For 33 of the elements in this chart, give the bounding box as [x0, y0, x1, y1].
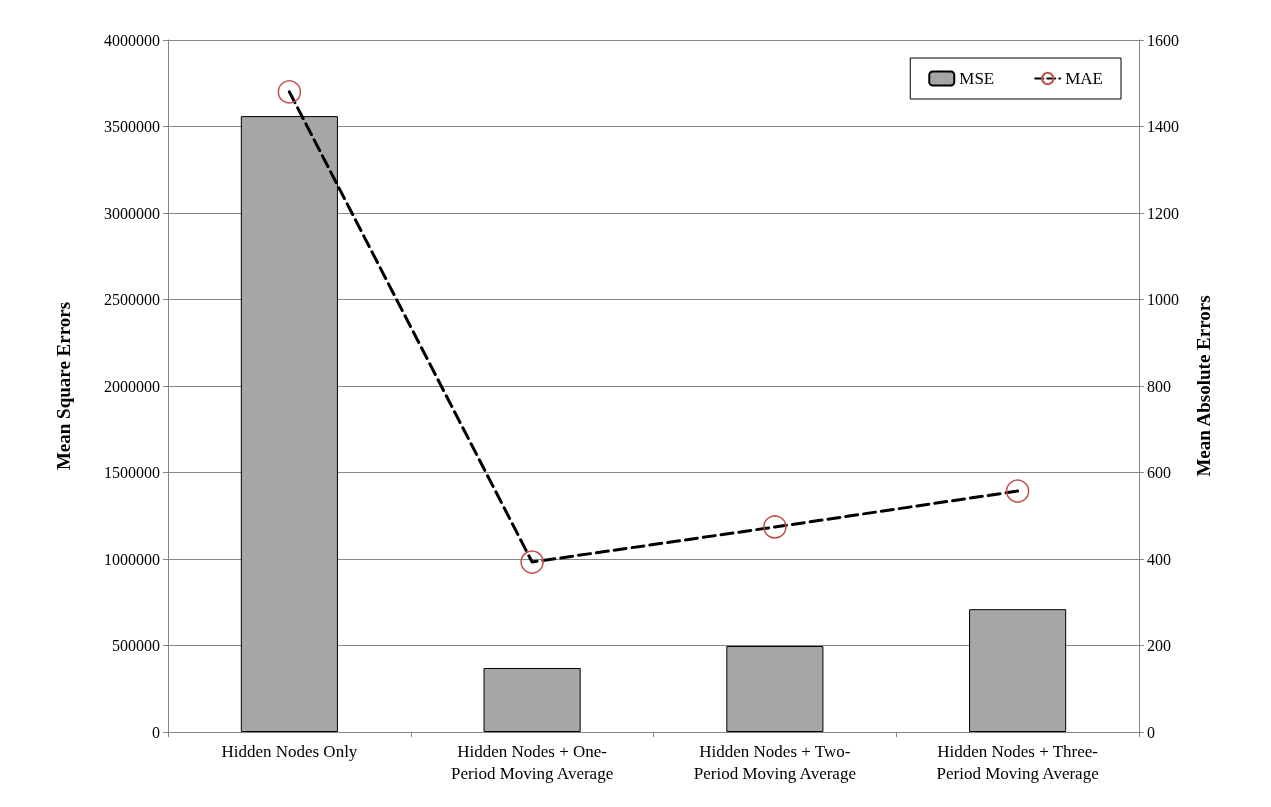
y-tick-label: 3500000 — [104, 118, 160, 135]
x-tick-label: Hidden Nodes + Three- Period Moving Average — [936, 741, 1099, 783]
bar — [726, 646, 824, 732]
y-tick-label: 2000000 — [104, 377, 160, 395]
point — [520, 550, 544, 574]
point — [277, 80, 302, 104]
y-axis-title: Mean Square Errors — [53, 301, 74, 471]
point — [763, 515, 787, 539]
y2-tick-label: 1000 — [1147, 291, 1179, 308]
y-tick-label: 0 — [152, 723, 160, 741]
bar — [483, 667, 581, 732]
y2-tick-label: 0 — [1147, 723, 1155, 741]
x-tick-label: Hidden Nodes + Two- Period Moving Average — [693, 741, 856, 783]
y2-tick-label: 200 — [1147, 637, 1171, 654]
y-tick-label: 4000000 — [104, 31, 160, 49]
y2-axis-title: Mean Absolute Errors — [1193, 295, 1214, 477]
point — [1005, 479, 1030, 503]
y2-tick-label: 800 — [1147, 377, 1171, 395]
legend-label: MSE — [959, 69, 995, 88]
x-tick-label: Hidden Nodes + One- Period Moving Average — [451, 741, 614, 783]
y-tick-label: 2500000 — [104, 291, 160, 308]
y2-tick-label: 1400 — [1147, 118, 1179, 135]
y-tick-label: 500000 — [112, 637, 160, 654]
y-tick-label: 1000000 — [104, 550, 160, 568]
bar — [969, 609, 1067, 732]
x-tick-label: Hidden Nodes Only — [221, 741, 358, 761]
y2-tick-label: 600 — [1147, 464, 1171, 481]
legend-label: MAE — [1065, 69, 1103, 88]
y2-tick-label: 400 — [1147, 550, 1171, 568]
y2-tick-label: 1600 — [1147, 31, 1179, 49]
y2-tick-label: 1200 — [1147, 204, 1179, 222]
y-tick-label: 1500000 — [104, 464, 160, 481]
y-tick-label: 3000000 — [104, 204, 160, 222]
